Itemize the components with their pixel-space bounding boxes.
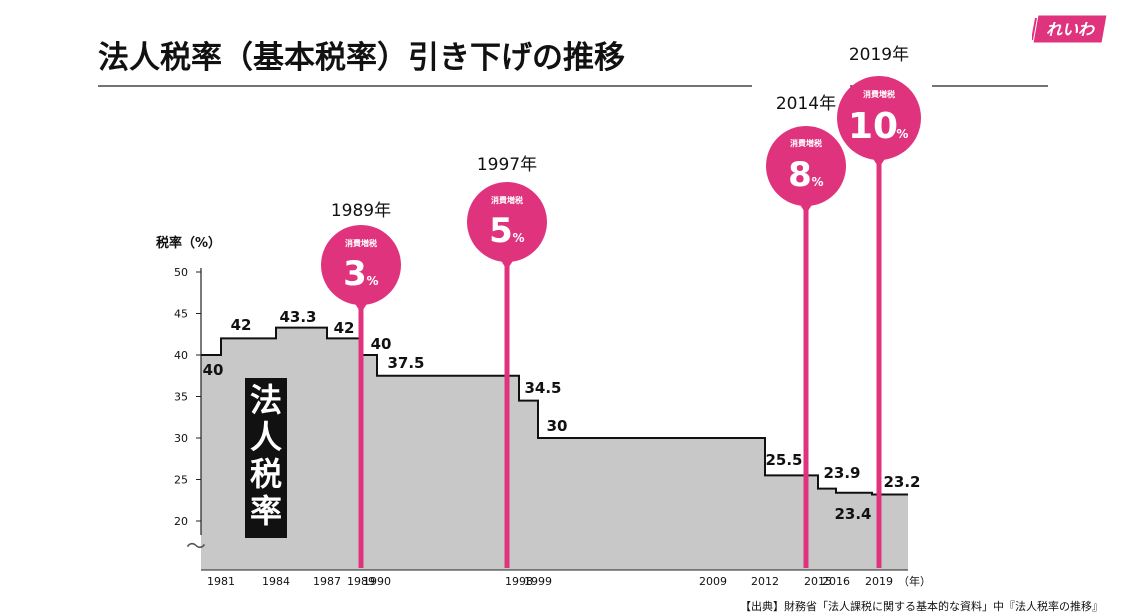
event-year: 1989年 xyxy=(331,201,391,221)
event-rate-unit: % xyxy=(896,127,908,141)
y-tick-label: 50 xyxy=(174,266,188,279)
value-label: 42 xyxy=(334,319,355,337)
event-rate: 8 xyxy=(788,155,812,195)
area-label-char: 税 xyxy=(250,455,282,493)
value-label: 37.5 xyxy=(387,354,424,372)
x-tick-label: 2015 xyxy=(804,575,832,588)
y-tick-label: 30 xyxy=(174,432,188,445)
y-tick-label: 25 xyxy=(174,474,188,487)
x-tick-label: 1999 xyxy=(524,575,552,588)
event-rate: 5 xyxy=(489,211,513,251)
event-tag: 消費増税 xyxy=(345,238,377,248)
x-tick-label: 1990 xyxy=(363,575,391,588)
logo-text: れいわ xyxy=(1046,20,1096,39)
value-label: 23.4 xyxy=(834,505,871,523)
value-label: 43.3 xyxy=(279,308,316,326)
source-note: 【出典】財務省「法人課税に関する基本的な資料」中『法人税率の推移』 xyxy=(740,600,1103,613)
event-rate-unit: % xyxy=(367,274,379,288)
x-tick-label: 2009 xyxy=(699,575,727,588)
chart-title: 法人税率（基本税率）引き下げの推移 xyxy=(98,40,625,76)
logo-badge xyxy=(1032,14,1108,44)
event-year: 2019年 xyxy=(849,45,909,65)
balloon xyxy=(467,182,547,262)
event-year: 2014年 xyxy=(776,94,836,114)
area-label-box xyxy=(245,378,287,538)
value-label: 42 xyxy=(231,316,252,334)
x-tick-label: 1989 xyxy=(347,575,375,588)
event-tag: 消費増税 xyxy=(790,138,822,148)
x-axis-unit: （年） xyxy=(898,574,931,588)
area-label-char: 率 xyxy=(250,492,282,530)
y-tick-label: 35 xyxy=(174,391,188,404)
x-tick-label: 1987 xyxy=(313,575,341,588)
step-line xyxy=(201,326,908,496)
balloon xyxy=(766,126,846,206)
event-rate-unit: % xyxy=(513,231,525,245)
value-label: 40 xyxy=(371,335,392,353)
event-rate: 3 xyxy=(343,254,367,294)
event-tag: 消費増税 xyxy=(863,89,895,99)
y-axis: 20 25 30 35 40 45 50 xyxy=(174,266,202,535)
value-label: 23.2 xyxy=(883,473,920,491)
y-axis-label: 税率（%） xyxy=(156,235,221,251)
x-tick-label: 2019 xyxy=(865,575,893,588)
y-tick-label: 20 xyxy=(174,515,188,528)
x-tick-label: 2012 xyxy=(751,575,779,588)
value-label: 40 xyxy=(203,361,224,379)
balloon xyxy=(837,76,921,160)
value-label: 23.9 xyxy=(823,464,860,482)
reiwa-logo: れいわ xyxy=(1031,14,1108,44)
area-layer xyxy=(201,326,908,570)
value-label: 25.5 xyxy=(765,451,802,469)
value-label: 30 xyxy=(547,417,568,435)
x-tick-label: 1998 xyxy=(505,575,533,588)
axis-break-mark: 〜 xyxy=(186,534,206,558)
area-label-char: 法 xyxy=(250,381,282,419)
area-label: 法人税率 xyxy=(245,378,287,538)
event-year: 1997年 xyxy=(477,155,537,175)
x-tick-label: 1984 xyxy=(262,575,290,588)
balloon xyxy=(321,225,401,305)
area-label-char: 人 xyxy=(250,418,282,456)
x-tick-label: 2016 xyxy=(822,575,850,588)
event-tag: 消費増税 xyxy=(491,195,523,205)
y-tick-label: 45 xyxy=(174,308,188,321)
x-tick-label: 1981 xyxy=(207,575,235,588)
event-rate: 10 xyxy=(848,106,898,147)
area-fill xyxy=(201,327,908,570)
value-label: 34.5 xyxy=(524,379,561,397)
y-tick-label: 40 xyxy=(174,349,188,362)
logo-stripe xyxy=(1031,17,1037,41)
event-rate-unit: % xyxy=(812,175,824,189)
